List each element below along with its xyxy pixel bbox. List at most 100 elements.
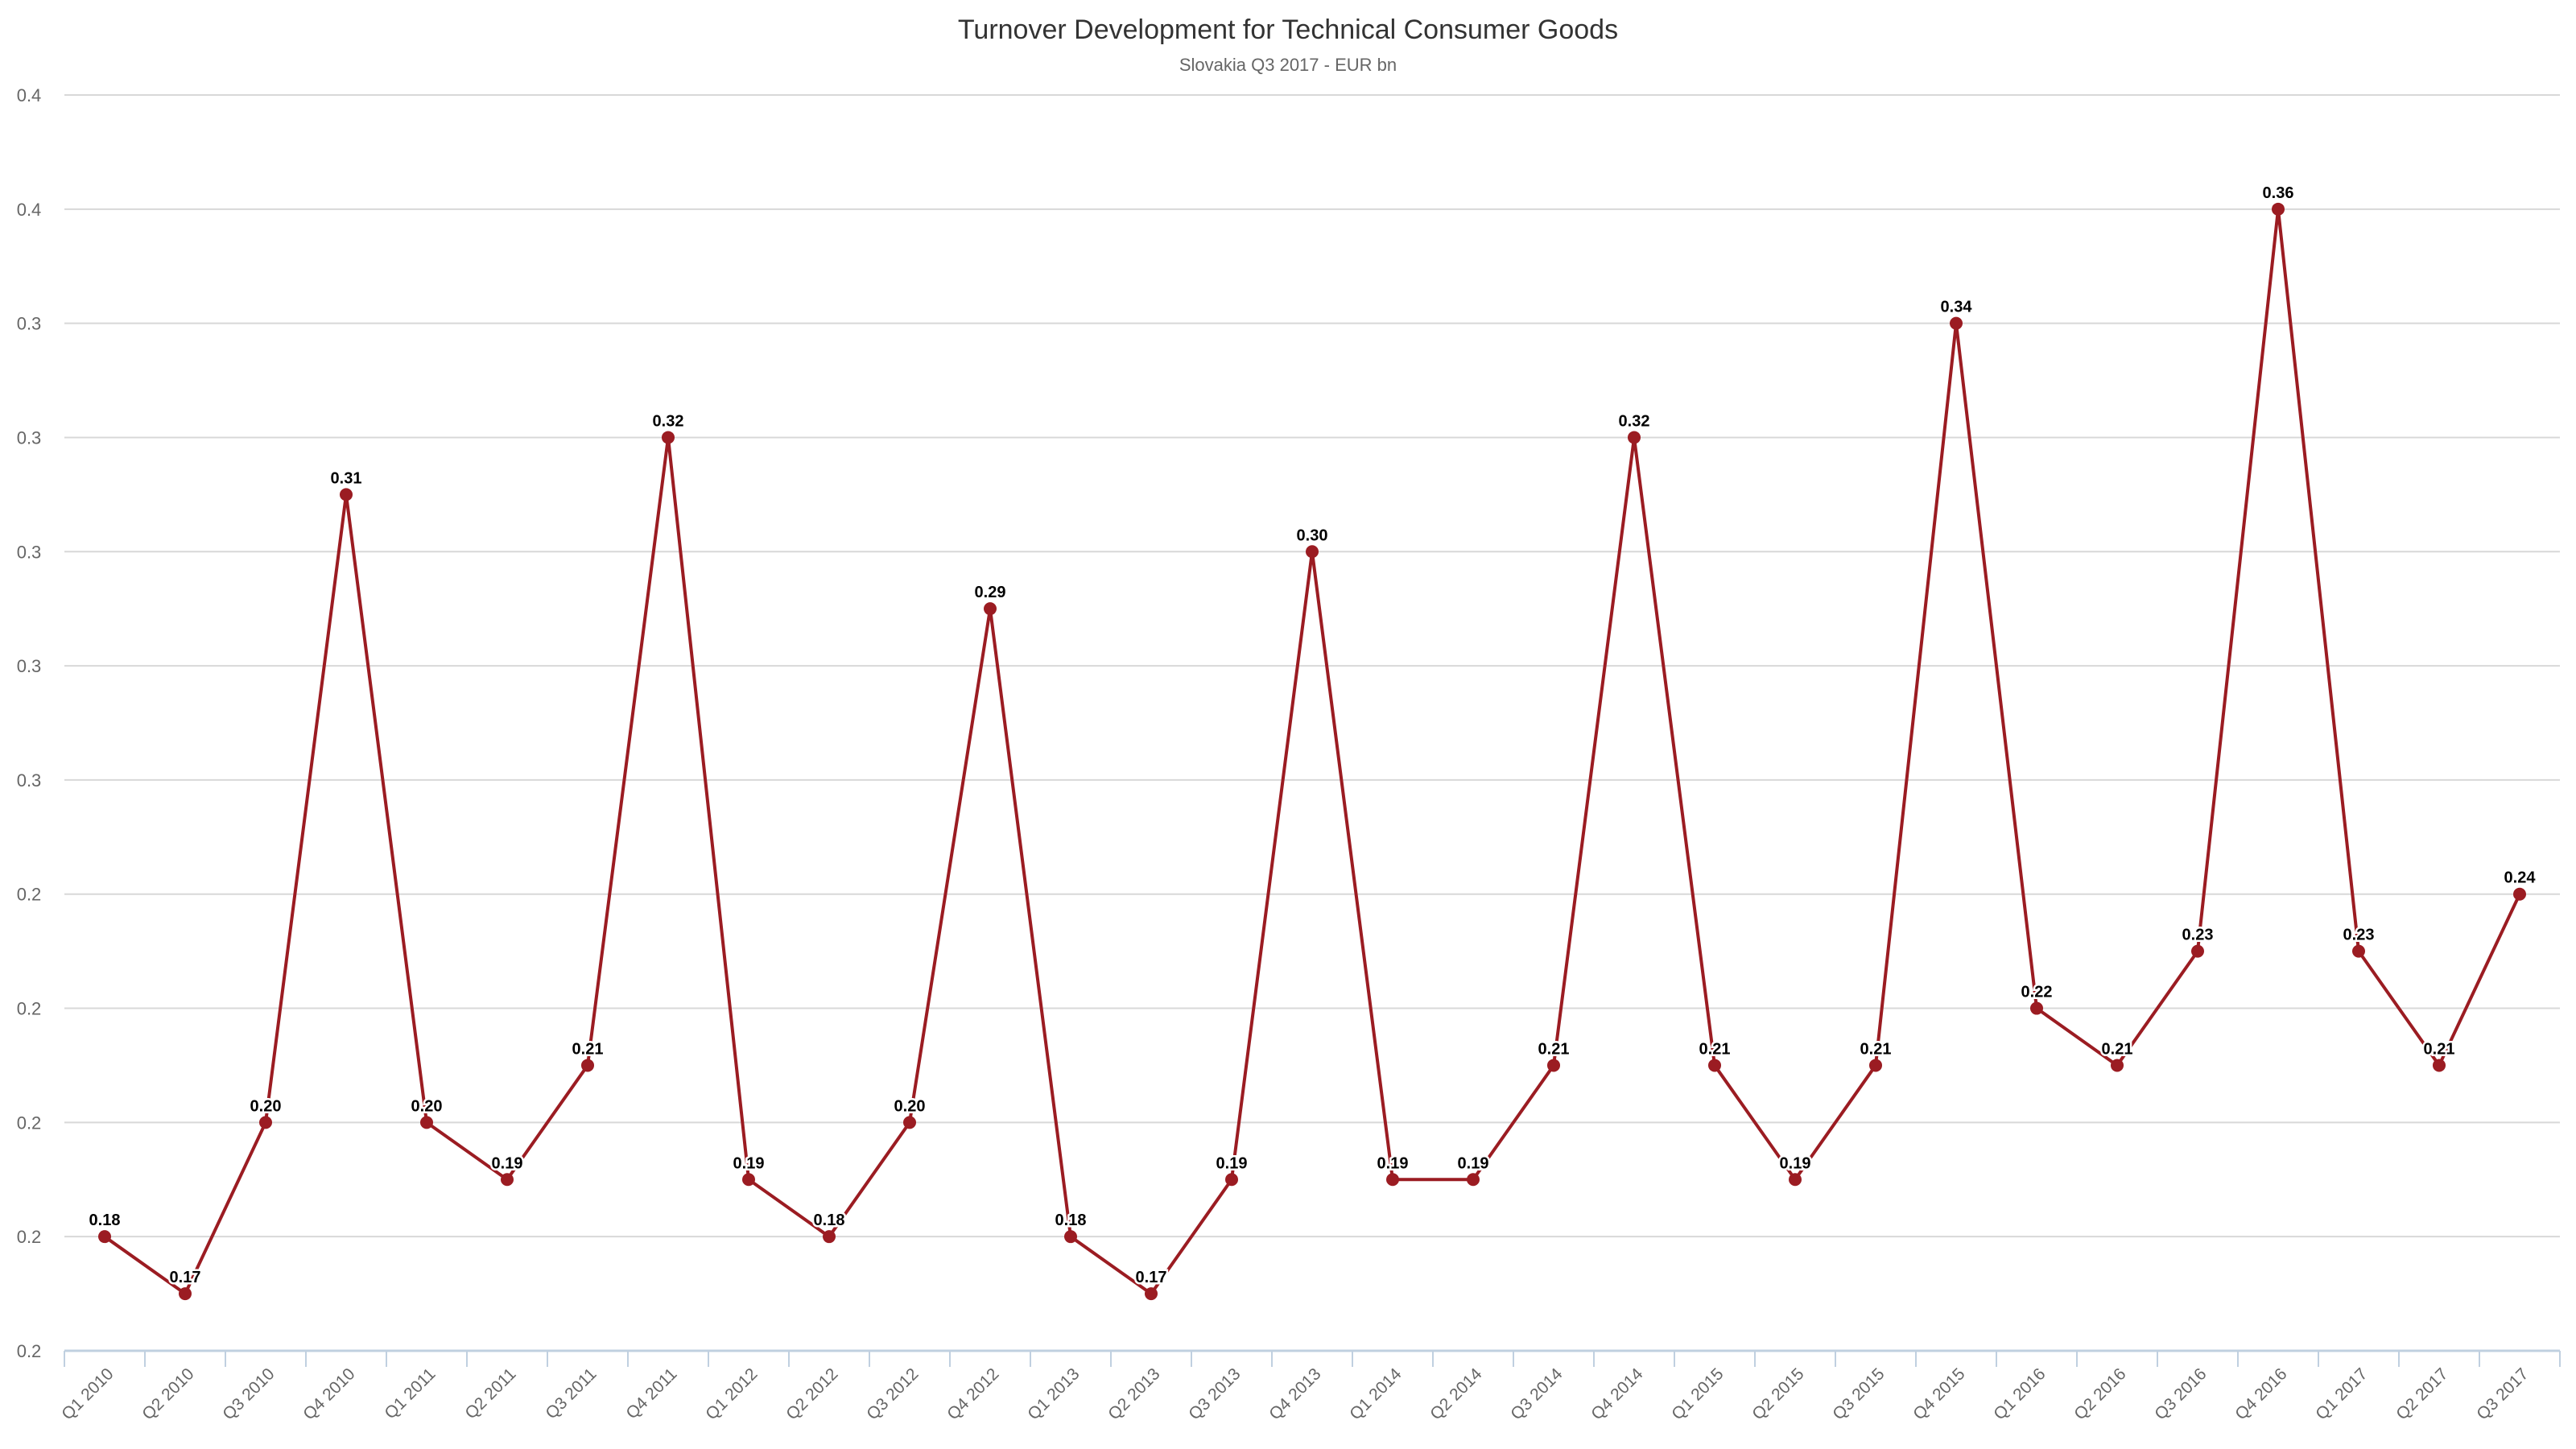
x-tick-label: Q1 2011	[381, 1364, 439, 1422]
data-label: 0.32	[1619, 412, 1650, 430]
data-label: 0.31	[331, 469, 362, 487]
y-tick-label: 0.2	[17, 885, 42, 905]
data-label: 0.20	[250, 1097, 282, 1115]
data-label: 0.21	[1860, 1040, 1892, 1058]
data-label: 0.19	[1458, 1154, 1489, 1172]
y-tick-label: 0.3	[17, 656, 42, 676]
data-point	[98, 1230, 111, 1244]
x-tick-label: Q2 2017	[2392, 1364, 2451, 1423]
x-tick-label: Q4 2010	[299, 1364, 358, 1423]
x-tick-label: Q2 2011	[461, 1364, 519, 1422]
data-point	[2513, 887, 2526, 901]
data-point	[259, 1116, 272, 1129]
data-point	[1064, 1230, 1077, 1244]
data-point	[340, 488, 353, 502]
x-tick-label: Q2 2010	[138, 1364, 197, 1423]
y-tick-label: 0.2	[17, 999, 42, 1019]
data-point	[823, 1230, 836, 1244]
y-tick-label: 0.2	[17, 1113, 42, 1133]
data-label: 0.36	[2263, 184, 2294, 202]
data-label: 0.20	[411, 1097, 443, 1115]
x-tick-label: Q2 2014	[1426, 1364, 1485, 1423]
y-tick-label: 0.4	[17, 200, 42, 220]
chart-subtitle: Slovakia Q3 2017 - EUR bn	[1179, 55, 1397, 75]
y-tick-label: 0.2	[17, 1341, 42, 1361]
y-tick-label: 0.4	[17, 85, 42, 105]
data-label: 0.18	[89, 1212, 121, 1229]
x-tick-label: Q4 2011	[622, 1364, 680, 1422]
data-point	[501, 1173, 514, 1187]
x-tick-label: Q3 2012	[863, 1364, 922, 1423]
data-point	[1950, 316, 1963, 330]
x-tick-label: Q4 2014	[1587, 1364, 1646, 1423]
data-point	[420, 1116, 433, 1129]
data-label: 0.17	[170, 1269, 201, 1286]
data-point	[1386, 1173, 1399, 1187]
data-point	[1145, 1287, 1158, 1301]
y-tick-label: 0.3	[17, 314, 42, 334]
data-label: 0.19	[1780, 1154, 1811, 1172]
data-label: 0.19	[733, 1154, 765, 1172]
x-tick-label: Q4 2013	[1265, 1364, 1324, 1423]
x-tick-label: Q4 2015	[1909, 1364, 1968, 1423]
x-tick-label: Q2 2012	[782, 1364, 841, 1423]
data-label: 0.24	[2504, 869, 2537, 887]
x-tick-label: Q3 2013	[1185, 1364, 1244, 1423]
data-point	[581, 1059, 594, 1072]
data-point	[179, 1287, 192, 1301]
series-line	[103, 207, 2521, 1296]
data-point	[1225, 1173, 1238, 1187]
gridlines	[64, 94, 2560, 1238]
data-label: 0.17	[1136, 1269, 1167, 1286]
data-label: 0.19	[1216, 1154, 1248, 1172]
data-point	[1547, 1059, 1560, 1072]
x-tick-label: Q2 2015	[1748, 1364, 1807, 1423]
data-point	[1789, 1173, 1802, 1187]
x-tick-label: Q3 2016	[2151, 1364, 2210, 1423]
x-tick-label: Q3 2010	[219, 1364, 278, 1423]
data-point	[2191, 944, 2204, 958]
chart-title: Turnover Development for Technical Consu…	[958, 14, 1618, 45]
data-point	[903, 1116, 916, 1129]
x-tick-label: Q1 2015	[1668, 1364, 1727, 1423]
y-tick-label: 0.2	[17, 1227, 42, 1247]
x-tick-label: Q1 2013	[1024, 1364, 1083, 1423]
data-point	[1306, 545, 1319, 559]
data-point	[1708, 1059, 1721, 1072]
data-label: 0.21	[1699, 1040, 1731, 1058]
data-point	[984, 602, 997, 616]
x-tick-label: Q1 2014	[1346, 1364, 1405, 1423]
data-point	[1869, 1059, 1882, 1072]
x-tick-label: Q2 2013	[1104, 1364, 1163, 1423]
x-tick-label: Q3 2014	[1507, 1364, 1566, 1423]
data-point	[662, 431, 675, 444]
y-axis: 0.2 0.2 0.2 0.2 0.2 0.3 0.3 0.3 0.3 0.3 0.4 0.4	[17, 85, 42, 1361]
data-label: 0.23	[2182, 927, 2214, 944]
x-tick-label: Q1 2017	[2312, 1364, 2371, 1423]
data-point	[1628, 431, 1641, 444]
data-point	[2111, 1059, 2124, 1072]
data-label: 0.32	[653, 412, 684, 430]
data-label: 0.21	[1538, 1040, 1570, 1058]
data-label: 0.18	[814, 1212, 845, 1229]
x-tick-label: Q3 2017	[2473, 1364, 2532, 1423]
x-tick-label: Q1 2012	[702, 1364, 761, 1423]
x-tick-label: Q4 2012	[943, 1364, 1002, 1423]
x-tick-label: Q3 2015	[1829, 1364, 1888, 1423]
data-label: 0.18	[1055, 1212, 1087, 1229]
x-tick-label: Q1 2016	[1990, 1364, 2049, 1423]
data-label: 0.19	[1377, 1154, 1409, 1172]
data-label: 0.23	[2343, 927, 2375, 944]
data-point	[2030, 1001, 2043, 1015]
data-point	[2433, 1059, 2446, 1072]
data-label: 0.21	[2102, 1040, 2133, 1058]
x-tick-label: Q4 2016	[2231, 1364, 2290, 1423]
data-point	[2352, 944, 2365, 958]
y-tick-label: 0.3	[17, 427, 42, 448]
y-tick-label: 0.3	[17, 542, 42, 562]
data-label: 0.22	[2021, 984, 2053, 1001]
series-turnover: 0.18 0.17 0.20 0.31 0.20 0.19 0.21 0.32 0.19 0.18…	[87, 182, 2538, 1301]
data-point	[742, 1173, 755, 1187]
data-point	[2272, 202, 2285, 216]
